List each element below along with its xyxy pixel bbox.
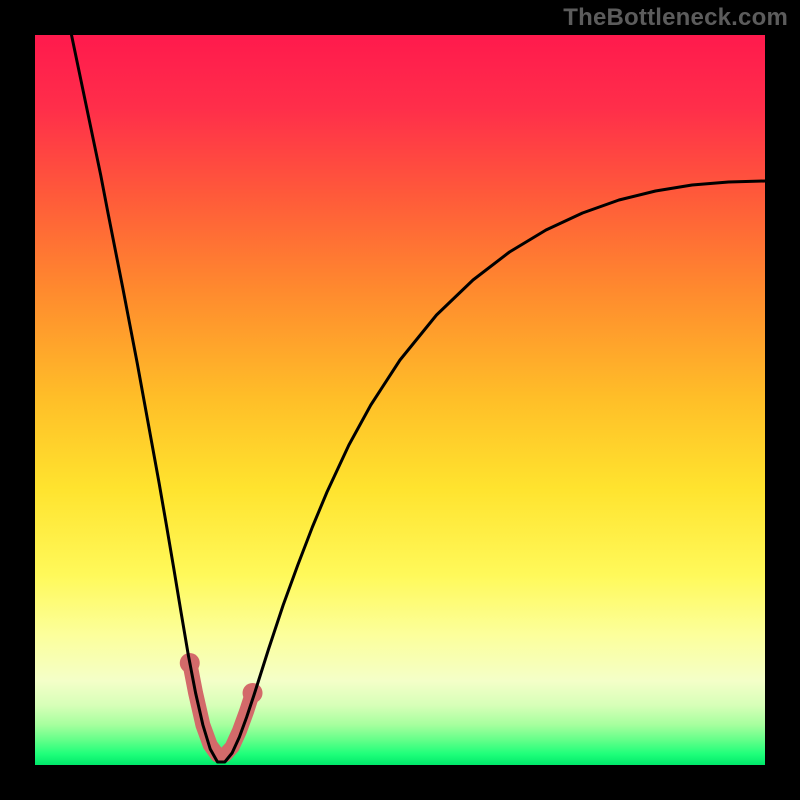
watermark-text: TheBottleneck.com [563, 4, 788, 32]
chart-overlay [0, 0, 800, 800]
bottleneck-curve [72, 35, 766, 762]
